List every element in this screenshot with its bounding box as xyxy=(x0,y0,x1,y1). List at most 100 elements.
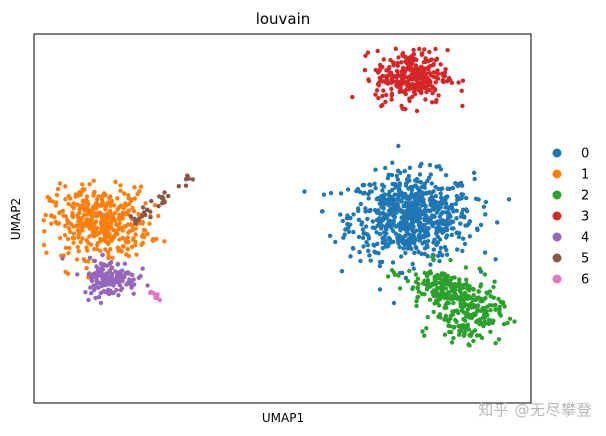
data-point-cluster-3 xyxy=(441,79,446,85)
data-point-cluster-3 xyxy=(395,84,401,89)
data-point-cluster-0 xyxy=(455,183,461,189)
data-point-cluster-5 xyxy=(157,194,162,199)
data-point-cluster-0 xyxy=(398,228,403,233)
data-point-cluster-2 xyxy=(461,333,467,338)
data-point-cluster-2 xyxy=(415,294,421,300)
data-point-cluster-1 xyxy=(83,205,89,210)
data-point-cluster-0 xyxy=(449,219,454,224)
data-point-cluster-2 xyxy=(464,312,469,317)
data-point-cluster-0 xyxy=(341,235,346,240)
legend-label-5: 5 xyxy=(581,252,589,267)
data-point-cluster-0 xyxy=(443,173,449,178)
data-point-cluster-4 xyxy=(118,287,124,293)
data-point-cluster-1 xyxy=(65,221,70,226)
data-point-cluster-0 xyxy=(345,221,350,227)
data-point-cluster-0 xyxy=(388,239,393,245)
data-point-cluster-0 xyxy=(449,232,454,238)
data-point-cluster-1 xyxy=(156,213,161,219)
data-point-cluster-4 xyxy=(96,294,102,300)
data-point-cluster-0 xyxy=(348,254,353,259)
data-point-cluster-0 xyxy=(467,234,473,239)
data-point-cluster-1 xyxy=(150,238,156,243)
data-point-cluster-0 xyxy=(421,223,427,228)
data-point-cluster-0 xyxy=(450,185,456,191)
data-point-cluster-0 xyxy=(454,208,459,213)
data-point-cluster-0 xyxy=(374,230,379,235)
data-point-cluster-1 xyxy=(109,198,115,204)
data-point-cluster-0 xyxy=(395,168,401,173)
data-point-cluster-1 xyxy=(62,223,68,229)
data-point-cluster-0 xyxy=(446,214,451,219)
data-point-cluster-4 xyxy=(93,275,98,280)
data-point-cluster-4 xyxy=(107,268,112,273)
data-point-cluster-1 xyxy=(66,201,71,207)
data-point-cluster-1 xyxy=(78,221,84,226)
data-point-cluster-1 xyxy=(86,209,91,215)
data-point-cluster-1 xyxy=(84,194,90,199)
data-point-cluster-0 xyxy=(432,213,437,219)
data-point-cluster-0 xyxy=(454,216,459,221)
data-point-cluster-3 xyxy=(412,77,418,82)
data-point-cluster-3 xyxy=(420,75,425,80)
data-point-cluster-2 xyxy=(480,306,485,311)
data-point-cluster-2 xyxy=(505,320,510,326)
data-point-cluster-0 xyxy=(433,184,438,190)
data-point-cluster-0 xyxy=(444,227,450,233)
data-point-cluster-6 xyxy=(149,289,154,294)
data-point-cluster-1 xyxy=(71,205,76,211)
data-point-cluster-1 xyxy=(112,211,118,216)
data-point-cluster-0 xyxy=(463,223,468,228)
data-point-cluster-3 xyxy=(375,48,380,54)
data-point-cluster-1 xyxy=(147,221,152,226)
data-point-cluster-3 xyxy=(412,70,418,75)
data-point-cluster-0 xyxy=(404,229,409,234)
data-point-cluster-1 xyxy=(143,201,148,206)
data-point-cluster-0 xyxy=(412,250,417,255)
data-point-cluster-1 xyxy=(135,191,140,197)
data-point-cluster-3 xyxy=(406,64,411,69)
data-point-cluster-0 xyxy=(415,179,420,184)
data-point-cluster-2 xyxy=(448,257,453,263)
data-point-cluster-0 xyxy=(439,195,444,200)
data-point-cluster-1 xyxy=(117,237,122,242)
data-point-cluster-3 xyxy=(423,97,428,102)
data-point-cluster-3 xyxy=(440,71,445,76)
data-point-cluster-1 xyxy=(125,235,130,240)
data-point-cluster-3 xyxy=(407,82,412,88)
data-point-cluster-2 xyxy=(425,277,431,283)
data-point-cluster-3 xyxy=(399,60,404,65)
data-point-cluster-1 xyxy=(113,228,118,233)
data-point-cluster-2 xyxy=(445,317,450,322)
data-point-cluster-0 xyxy=(360,183,365,188)
data-point-cluster-1 xyxy=(89,217,95,222)
data-point-cluster-0 xyxy=(389,172,395,178)
data-point-cluster-0 xyxy=(438,167,444,172)
data-point-cluster-2 xyxy=(449,282,454,287)
data-point-cluster-2 xyxy=(498,299,503,305)
data-point-cluster-0 xyxy=(416,216,421,221)
data-point-cluster-3 xyxy=(412,87,417,92)
data-point-cluster-1 xyxy=(94,197,100,202)
data-point-cluster-2 xyxy=(468,301,473,306)
data-point-cluster-0 xyxy=(396,188,402,193)
data-point-cluster-0 xyxy=(428,262,433,267)
data-point-cluster-0 xyxy=(366,192,371,197)
data-point-cluster-4 xyxy=(95,278,100,284)
data-point-cluster-3 xyxy=(426,81,431,86)
data-point-cluster-0 xyxy=(339,269,345,274)
data-point-cluster-1 xyxy=(78,239,83,245)
data-point-cluster-4 xyxy=(114,287,119,293)
data-point-cluster-3 xyxy=(376,95,381,101)
data-point-cluster-0 xyxy=(400,235,405,240)
data-point-cluster-1 xyxy=(108,247,113,252)
data-point-cluster-0 xyxy=(455,197,460,202)
data-point-cluster-1 xyxy=(86,240,91,246)
data-point-cluster-4 xyxy=(89,291,94,296)
data-point-cluster-2 xyxy=(437,312,443,317)
data-point-cluster-2 xyxy=(443,313,449,319)
data-point-cluster-4 xyxy=(102,289,108,294)
chart-title: louvain xyxy=(256,10,311,28)
data-point-cluster-0 xyxy=(401,219,407,224)
data-point-cluster-5 xyxy=(166,193,171,199)
data-point-cluster-2 xyxy=(435,300,440,305)
